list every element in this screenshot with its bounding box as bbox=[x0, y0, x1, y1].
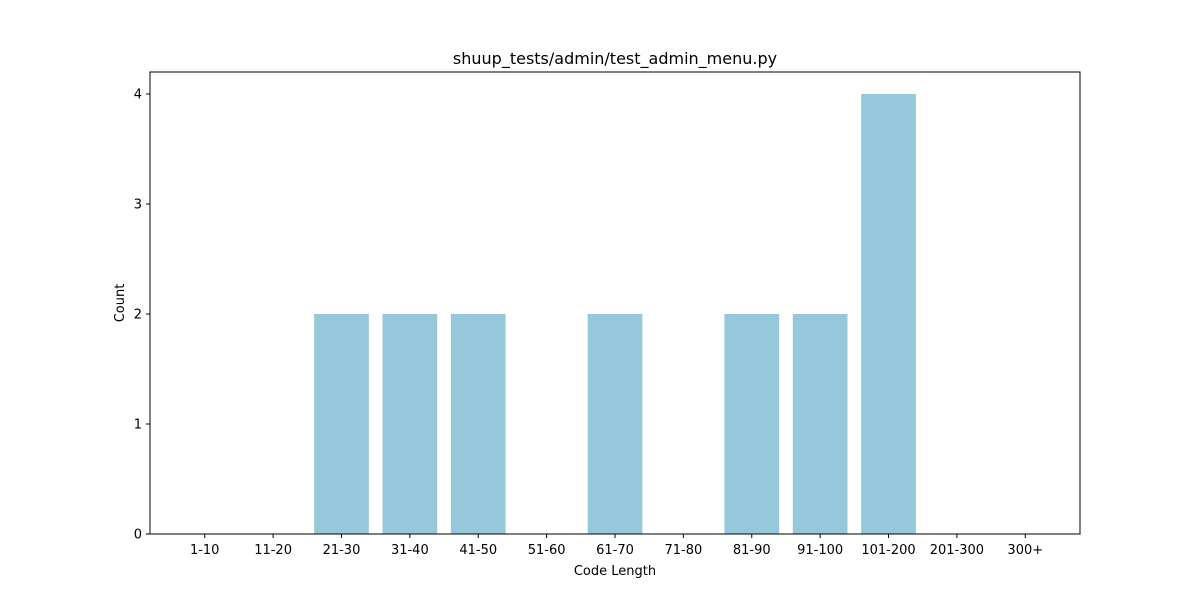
y-tick-label: 4 bbox=[134, 88, 142, 103]
x-tick-label: 1-10 bbox=[190, 543, 220, 558]
x-tick-label: 81-90 bbox=[733, 543, 771, 558]
x-tick-label: 11-20 bbox=[254, 543, 292, 558]
bar-61-70 bbox=[587, 314, 643, 534]
y-axis-label: Count bbox=[113, 284, 128, 323]
bar-31-40 bbox=[382, 314, 438, 534]
x-tick-label: 101-200 bbox=[861, 543, 915, 558]
y-tick-label: 3 bbox=[134, 198, 142, 213]
x-tick-label: 51-60 bbox=[528, 543, 566, 558]
x-tick-label: 71-80 bbox=[664, 543, 702, 558]
y-tick-label: 2 bbox=[134, 308, 142, 323]
bar-91-100 bbox=[792, 314, 848, 534]
x-tick-label: 201-300 bbox=[930, 543, 984, 558]
x-tick-label: 61-70 bbox=[596, 543, 634, 558]
x-tick-label: 21-30 bbox=[323, 543, 361, 558]
y-axis-ticks: 0 1 2 3 4 bbox=[134, 88, 150, 543]
chart-title: shuup_tests/admin/test_admin_menu.py bbox=[453, 49, 777, 69]
x-tick-label: 300+ bbox=[1007, 543, 1043, 558]
x-tick-label: 41-50 bbox=[459, 543, 497, 558]
y-tick-label: 1 bbox=[134, 418, 142, 433]
bars-group bbox=[314, 94, 916, 534]
x-axis-label: Code Length bbox=[574, 564, 656, 579]
bar-21-30 bbox=[314, 314, 369, 534]
bar-101-200 bbox=[861, 94, 916, 534]
bar-41-50 bbox=[450, 314, 506, 534]
x-tick-label: 31-40 bbox=[391, 543, 429, 558]
x-tick-label: 91-100 bbox=[797, 543, 843, 558]
y-tick-label: 0 bbox=[134, 528, 142, 543]
x-axis-ticks: 1-10 11-20 21-30 31-40 41-50 51-60 61-70 71-80 8… bbox=[190, 534, 1043, 558]
bar-81-90 bbox=[724, 314, 780, 534]
